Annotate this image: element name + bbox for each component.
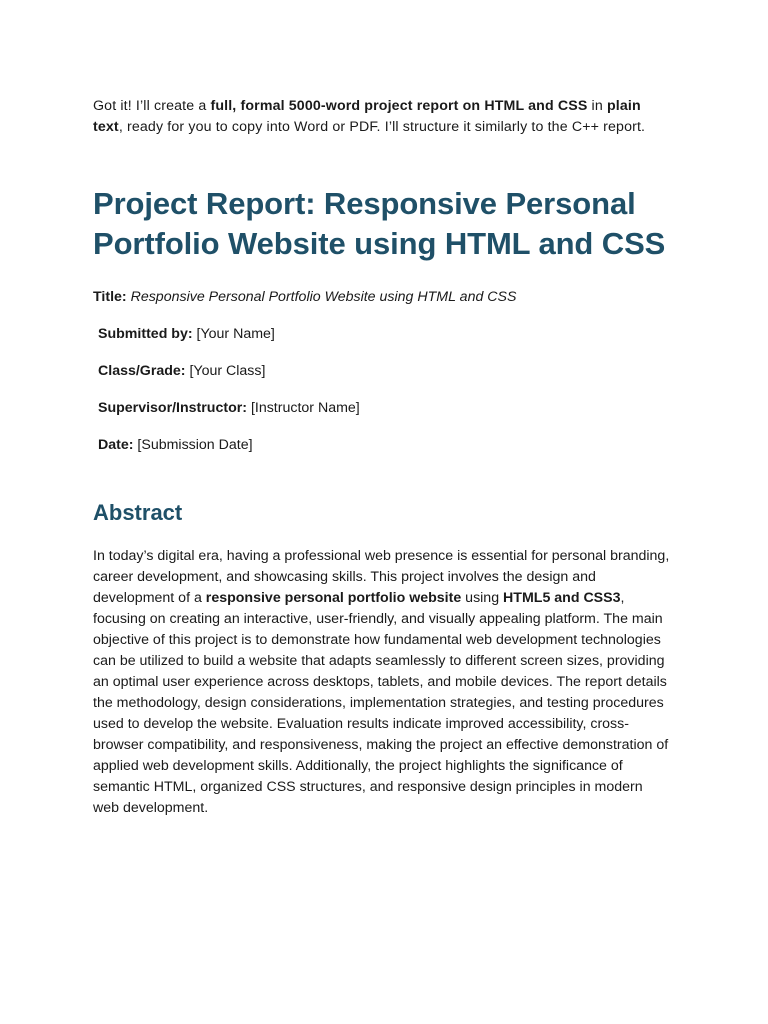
text-run: Got it! I’ll create a bbox=[93, 98, 211, 114]
emphasis-run: plain text bbox=[93, 98, 641, 135]
text-run: using bbox=[461, 590, 504, 606]
metadata-line: Supervisor/Instructor: [Instructor Name] bbox=[93, 399, 671, 418]
report-metadata-block: Title: Responsive Personal Portfolio Web… bbox=[93, 264, 671, 455]
metadata-value: [Your Name] bbox=[192, 326, 275, 342]
metadata-label: Title: bbox=[93, 289, 127, 305]
text-run: in bbox=[587, 98, 607, 114]
text-run: , ready for you to copy into Word or PDF… bbox=[118, 119, 646, 135]
emphasis-run: full, formal 5000-word project report on… bbox=[210, 98, 588, 114]
metadata-label: Submitted by: bbox=[98, 326, 193, 342]
intro-paragraph: Got it! I’ll create a full, formal 5000-… bbox=[93, 0, 671, 138]
text-run: , focusing on creating an interactive, u… bbox=[93, 590, 669, 816]
section-heading-abstract: Abstract bbox=[93, 500, 183, 525]
metadata-line: Title: Responsive Personal Portfolio Web… bbox=[93, 288, 671, 307]
metadata-value: [Submission Date] bbox=[133, 437, 253, 453]
emphasis-run: HTML5 and CSS3 bbox=[503, 590, 621, 606]
metadata-line: Class/Grade: [Your Class] bbox=[93, 362, 671, 381]
document-content-column: Got it! I’ll create a full, formal 5000-… bbox=[93, 0, 671, 819]
page-title: Project Report: Responsive Personal Port… bbox=[93, 186, 666, 261]
metadata-label: Supervisor/Instructor: bbox=[98, 400, 247, 416]
text-run: In today’s digital era, having a profess… bbox=[93, 548, 670, 606]
abstract-paragraph: In today’s digital era, having a profess… bbox=[93, 527, 671, 819]
metadata-label: Date: bbox=[98, 437, 134, 453]
metadata-line: Date: [Submission Date] bbox=[93, 436, 671, 455]
metadata-line: Submitted by: [Your Name] bbox=[93, 325, 671, 344]
metadata-list: Title: Responsive Personal Portfolio Web… bbox=[93, 288, 671, 455]
metadata-label: Class/Grade: bbox=[98, 363, 186, 379]
metadata-value: [Your Class] bbox=[185, 363, 266, 379]
metadata-value: Responsive Personal Portfolio Website us… bbox=[126, 289, 517, 305]
metadata-value: [Instructor Name] bbox=[247, 400, 360, 416]
emphasis-run: responsive personal portfolio website bbox=[205, 590, 462, 606]
